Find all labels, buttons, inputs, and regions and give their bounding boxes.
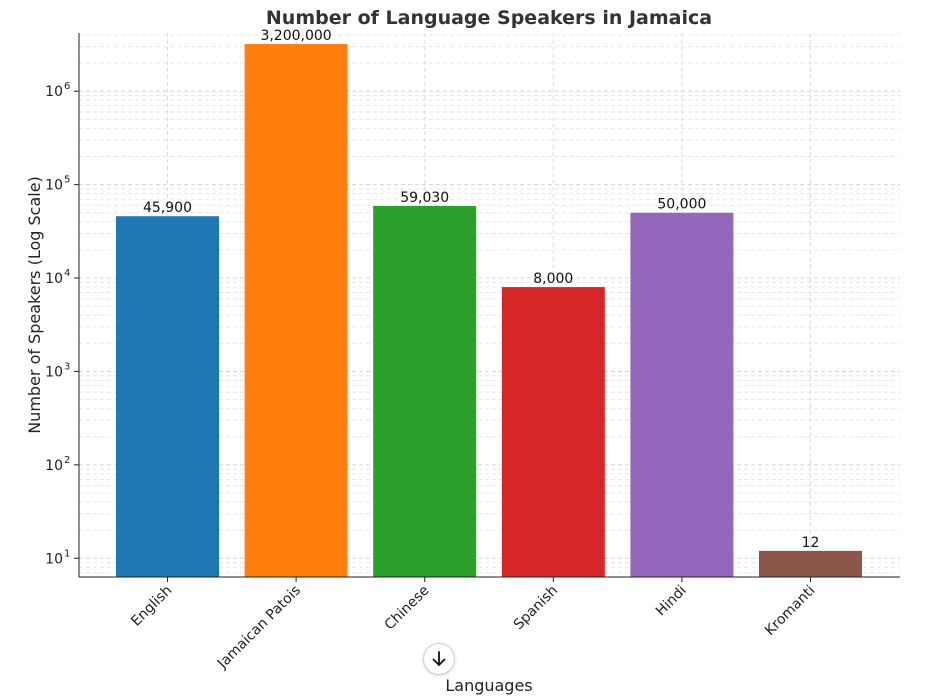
x-tick-label: Kromanti (762, 583, 818, 639)
bars (116, 44, 862, 577)
y-tick-label: 10 (45, 271, 63, 287)
scroll-down-button[interactable] (423, 643, 455, 675)
y-tick-exponent: 1 (64, 548, 70, 559)
y-tick-exponent: 3 (64, 361, 70, 372)
y-tick-label: 10 (45, 551, 63, 567)
x-tick-label: Spanish (511, 583, 561, 633)
bar-english (116, 216, 219, 577)
y-tick-exponent: 5 (64, 175, 70, 186)
data-label: 12 (802, 535, 820, 551)
x-tick-label: Chinese (382, 583, 433, 634)
bar-kromanti (759, 550, 862, 577)
data-label: 3,200,000 (260, 28, 331, 44)
data-label: 8,000 (533, 271, 573, 287)
bar-jamaican-patois (244, 44, 348, 577)
y-tick-exponent: 4 (64, 268, 70, 279)
bar-hindi (630, 212, 734, 577)
data-label: 59,030 (400, 190, 449, 206)
chart-title: Number of Language Speakers in Jamaica (266, 7, 712, 29)
y-tick-exponent: 2 (64, 455, 70, 466)
y-tick-label: 10 (45, 364, 63, 380)
y-tick-label: 10 (45, 178, 63, 194)
bar-chinese (373, 206, 477, 577)
x-tick-label: Hindi (653, 583, 690, 620)
x-ticks: English Jamaican Patois Chinese Spanish Hind… (128, 577, 818, 672)
data-label: 45,900 (143, 200, 192, 216)
bar-spanish (501, 287, 605, 577)
x-axis-label: Languages (445, 676, 532, 695)
data-labels: 45,900 3,200,000 59,030 8,000 50,000 12 (143, 28, 819, 551)
data-label: 50,000 (657, 197, 706, 213)
y-axis-label: Number of Speakers (Log Scale) (25, 176, 44, 434)
y-tick-label: 10 (45, 458, 63, 474)
y-tick-exponent: 6 (64, 81, 70, 92)
x-tick-label: Jamaican Patois (214, 583, 304, 673)
y-tick-label: 10 (45, 84, 63, 100)
x-tick-label: English (128, 583, 175, 630)
arrow-down-icon (432, 651, 446, 666)
axes (78, 33, 900, 578)
